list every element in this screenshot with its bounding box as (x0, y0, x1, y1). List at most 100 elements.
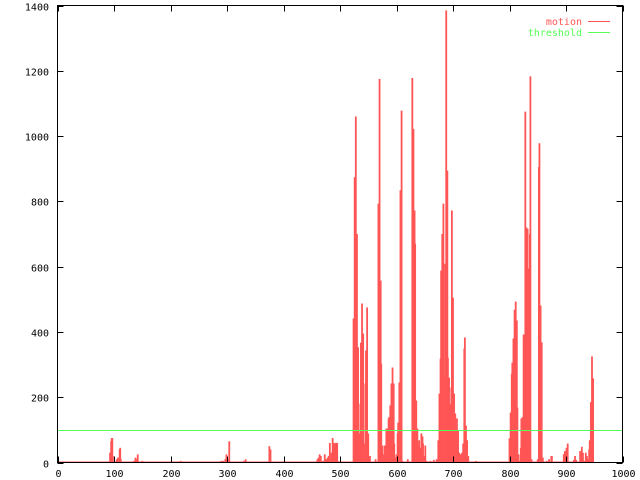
motion-bar (378, 78, 381, 463)
motion-bar (354, 116, 357, 463)
motion-bar (446, 170, 449, 463)
motion-bar (331, 438, 334, 463)
motion-bar (520, 418, 523, 463)
motion-bar (334, 444, 336, 463)
motion-bar (356, 234, 358, 463)
motion-bar (575, 459, 578, 463)
motion-bar (326, 457, 329, 463)
motion-bar (515, 320, 518, 463)
y-tick-label: 1200 (25, 68, 49, 79)
motion-bar (353, 177, 356, 463)
motion-bar (382, 454, 385, 463)
motion-bar (441, 234, 444, 463)
motion-bar (374, 459, 377, 463)
motion-bar (453, 393, 456, 463)
motion-bar (369, 455, 371, 463)
motion-bar (574, 455, 576, 463)
motion-bar (466, 440, 469, 463)
motion-bar (422, 443, 424, 463)
motion-bar (432, 459, 435, 463)
motion-bar (467, 455, 470, 463)
motion-bar (584, 452, 587, 463)
motion-bar (414, 243, 417, 463)
motion-bar (447, 357, 449, 463)
motion-bar (365, 350, 367, 463)
motion-bar (228, 441, 231, 463)
motion-bar (454, 433, 457, 463)
motion-bar (391, 367, 394, 463)
y-tick-label: 1000 (25, 133, 49, 144)
motion-bar (360, 342, 362, 463)
motion-bar (438, 393, 441, 463)
x-tick-label: 100 (105, 469, 123, 480)
motion-bar (318, 454, 321, 463)
motion-bar (400, 110, 403, 463)
motion-bar (435, 459, 438, 463)
motion-bar (397, 422, 400, 463)
motion-bar (419, 447, 422, 463)
motion-bar (548, 459, 550, 463)
motion-bar (109, 452, 111, 463)
y-tick-label: 600 (31, 264, 49, 275)
motion-bar (111, 455, 114, 463)
x-tick-label: 200 (162, 469, 180, 480)
motion-bar (562, 454, 565, 463)
x-tick-label: 0 (55, 469, 61, 480)
motion-bar (512, 338, 515, 463)
motion-bar (511, 362, 514, 463)
legend: motion threshold (528, 17, 610, 39)
motion-bar (527, 268, 530, 463)
motion-bar (393, 443, 396, 463)
x-tick-label: 500 (331, 469, 349, 480)
motion-bar (316, 459, 319, 463)
motion-bar (586, 455, 588, 463)
motion-bar (517, 454, 520, 463)
motion-bar (524, 111, 527, 463)
motion-bar (457, 430, 459, 463)
motion-bar (357, 347, 359, 463)
motion-bar (381, 445, 384, 463)
motion-bar (225, 454, 228, 463)
motion-bar (415, 400, 418, 463)
motion-bar (582, 452, 584, 463)
motion-bar (516, 407, 519, 463)
motion-bar (135, 459, 138, 463)
motion-bar (390, 383, 393, 463)
motion-bar (363, 443, 366, 463)
motion-bar (244, 459, 247, 463)
motion-bar (443, 377, 445, 463)
motion-bar (536, 459, 539, 463)
motion-bar (136, 454, 139, 463)
motion-bar (530, 459, 533, 463)
motion-bar (563, 451, 566, 463)
motion-bar (399, 190, 402, 463)
motion-bar (362, 333, 365, 463)
motion-bar (462, 443, 465, 463)
motion-bar (352, 318, 355, 463)
motion-bar (367, 433, 370, 463)
motion-bar (541, 457, 544, 463)
motion-bar (134, 457, 137, 463)
x-tick-label: 900 (557, 469, 575, 480)
motion-bar (591, 356, 593, 463)
motion-bar (456, 418, 458, 463)
legend-label-motion: motion (546, 17, 582, 28)
motion-bar (442, 203, 445, 463)
motion-bar (268, 446, 271, 463)
motion-bar (328, 442, 331, 463)
motion-bar (111, 438, 114, 463)
motion-bar (325, 459, 328, 463)
motion-bar (588, 440, 591, 463)
x-tick-label: 700 (444, 469, 462, 480)
motion-bar (411, 77, 414, 463)
x-tick-label: 300 (218, 469, 236, 480)
x-tick-label: 1000 (611, 469, 635, 480)
motion-bar (450, 210, 453, 463)
motion-bar (380, 363, 383, 463)
motion-bar (358, 433, 361, 463)
motion-bar (440, 270, 443, 463)
motion-bar (269, 449, 272, 463)
motion-bar (579, 452, 582, 463)
x-tick-label: 800 (501, 469, 519, 480)
